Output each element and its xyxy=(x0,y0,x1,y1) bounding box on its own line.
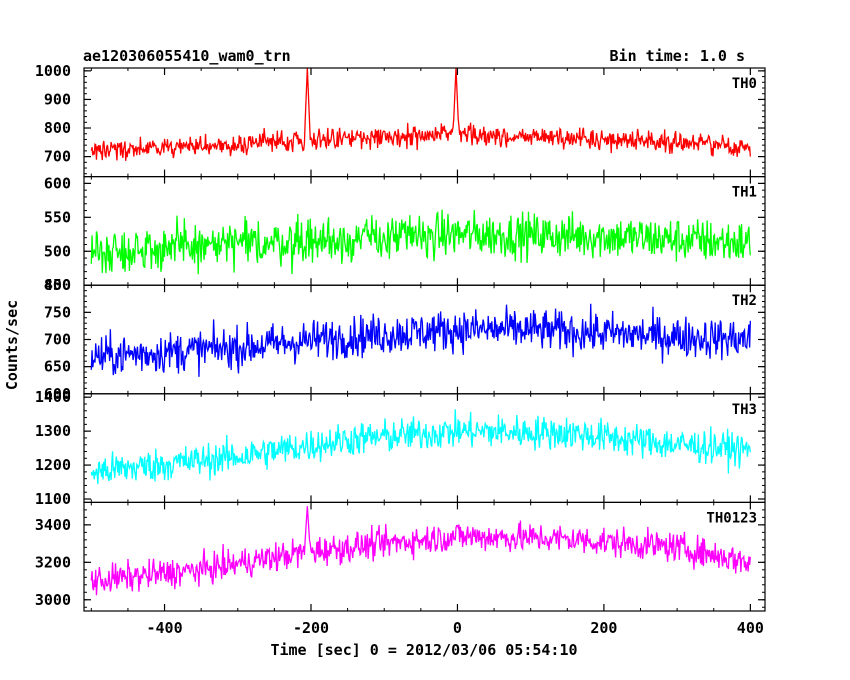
y-tick-label: 800 xyxy=(44,119,71,137)
x-tick-label: -400 xyxy=(146,619,182,637)
panel-th0: 700 800 900 1000 TH0 xyxy=(35,62,766,178)
y-tick-label: 550 xyxy=(44,208,71,226)
y-tick-label: 1400 xyxy=(35,388,71,406)
chart-title: ae120306055410_wam0_trn xyxy=(83,47,291,65)
y-tick-label: 1200 xyxy=(35,456,71,474)
y-tick-label: 600 xyxy=(44,174,71,192)
y-tick-label: 600 xyxy=(44,385,71,403)
y-tick-label: 1100 xyxy=(35,490,71,508)
y-tick-label: 450 xyxy=(44,276,71,294)
y-tick-label: 700 xyxy=(44,331,71,349)
series-line-th1 xyxy=(90,209,751,275)
panel-label-th2: TH2 xyxy=(732,293,757,309)
x-tick-label: -200 xyxy=(293,619,329,637)
y-axis-label: Counts/sec xyxy=(3,300,21,390)
panel-label-th0: TH0 xyxy=(732,76,757,92)
y-tick-label: 750 xyxy=(44,303,71,321)
series-line-th0123 xyxy=(90,506,751,596)
y-tick-label: 1300 xyxy=(35,422,71,440)
x-axis: -400 -200 0 200 400 xyxy=(146,619,763,637)
panel-frame xyxy=(83,67,766,178)
panel-frame xyxy=(83,501,766,612)
series-line-th2 xyxy=(90,303,751,377)
bin-time-label: Bin time: 1.0 s xyxy=(610,47,745,65)
y-tick-label: 900 xyxy=(44,90,71,108)
y-tick-label: 500 xyxy=(44,242,71,260)
panel-label-th3: TH3 xyxy=(732,402,757,418)
y-tick-label: 1000 xyxy=(35,62,71,80)
x-axis-label: Time [sec] 0 = 2012/03/06 05:54:10 xyxy=(270,641,577,659)
y-tick-label: 800 xyxy=(44,276,71,294)
panel-label-th1: TH1 xyxy=(732,185,757,201)
series-line-th0 xyxy=(90,68,751,161)
x-tick-label: 200 xyxy=(590,619,617,637)
series-line-th3 xyxy=(90,409,751,484)
panels-group: 700 800 900 1000 TH0 450 500 550 600 TH1 600 650 700… xyxy=(35,62,766,612)
x-tick-label: 400 xyxy=(737,619,764,637)
y-tick-label: 650 xyxy=(44,358,71,376)
panel-label-th0123: TH0123 xyxy=(706,510,757,526)
panel-th1: 450 500 550 600 TH1 xyxy=(44,174,766,294)
x-tick-label: 0 xyxy=(453,619,462,637)
y-tick-label: 700 xyxy=(44,148,71,166)
y-tick-label: 3200 xyxy=(35,553,71,571)
y-tick-label: 3400 xyxy=(35,516,71,534)
panel-th0123: 3000 3200 3400 TH0123 xyxy=(35,501,766,612)
y-tick-label: 3000 xyxy=(35,591,71,609)
panel-th3: 1100 1200 1300 1400 TH3 xyxy=(35,388,766,508)
panel-th2: 600 650 700 750 800 TH2 xyxy=(44,276,766,403)
